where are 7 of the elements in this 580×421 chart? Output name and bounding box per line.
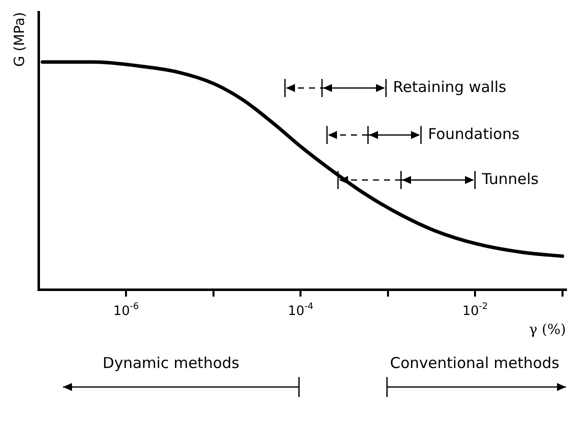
annotation: Foundations: [428, 124, 520, 143]
x-axis-title: γ (%): [528, 322, 566, 338]
y-axis-title: G (MPa): [12, 12, 28, 67]
annotation: Retaining walls: [393, 78, 506, 96]
text: Conventional methods: [390, 354, 560, 372]
text: Dynamic methods: [102, 354, 240, 372]
annotation: Tunnels: [481, 170, 539, 188]
